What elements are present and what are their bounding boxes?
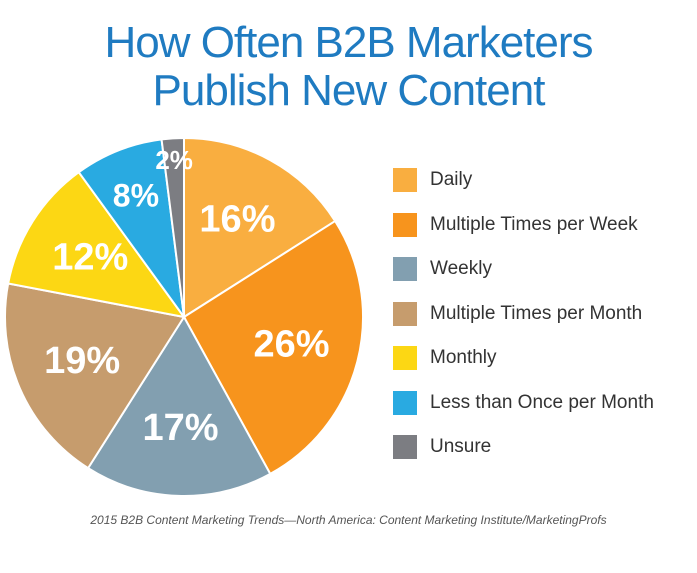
slice-label-multiple-times-per-week: 26% — [253, 324, 329, 366]
pie-chart: 16% 26% 17% 19% 12% 8%2% — [4, 136, 364, 497]
slice-label-weekly: 17% — [142, 407, 218, 449]
legend-item-multiple-times-per-week: Multiple Times per Week — [393, 212, 693, 237]
legend-item-unsure: Unsure — [393, 435, 693, 459]
pie-slice-less-than-once-per-month — [77, 138, 185, 318]
slice-label-multiple-times-per-month: 19% — [44, 340, 120, 382]
pie-slice-weekly — [86, 315, 272, 497]
slice-label-daily: 16% — [199, 199, 275, 241]
legend-label-unsure: Unsure — [430, 436, 492, 457]
legend-swatch-daily — [393, 168, 417, 192]
legend-label-monthly: Monthly — [430, 347, 497, 368]
legend-label-weekly: Weekly — [430, 258, 492, 279]
pie-slice-monthly — [7, 170, 187, 319]
legend-item-weekly: Weekly — [393, 257, 693, 281]
legend-label-multiple-times-per-week: Multiple Times per Week — [430, 213, 638, 235]
legend-label-multiple-times-per-month: Multiple Times per Month — [430, 302, 643, 324]
chart-title-line-1: How Often B2B Marketers — [104, 18, 593, 67]
chart-title-line-2: Publish New Content — [152, 66, 546, 115]
legend-swatch-weekly — [393, 257, 417, 281]
pie-slice-multiple-times-per-week — [182, 219, 364, 476]
legend-item-multiple-times-per-month: Multiple Times per Month — [393, 301, 693, 326]
slice-label-less-than-once-per-month: 8% — [113, 178, 159, 214]
legend-label-daily: Daily — [430, 169, 473, 190]
pie-slice-daily — [183, 136, 337, 319]
slice-label-unsure: 2% — [155, 145, 193, 175]
legend-item-monthly: Monthly — [393, 346, 693, 370]
legend-swatch-monthly — [393, 346, 417, 370]
legend-swatch-multiple-times-per-week — [393, 212, 417, 237]
pie-slice-unsure — [160, 136, 185, 318]
slice-label-monthly: 12% — [52, 237, 128, 279]
pie-slice-multiple-times-per-month — [4, 282, 186, 470]
legend-swatch-multiple-times-per-month — [393, 301, 417, 326]
legend-swatch-less-than-once-per-month — [393, 390, 417, 415]
legend-label-less-than-once-per-month: Less than Once per Month — [430, 391, 654, 413]
legend-item-daily: Daily — [393, 168, 693, 192]
legend-item-less-than-once-per-month: Less than Once per Month — [393, 390, 693, 415]
legend: Daily Multiple Times per Week Weekly Multip… — [393, 168, 693, 480]
source-note: 2015 B2B Content Marketing Trends—North … — [90, 513, 607, 527]
legend-swatch-unsure — [393, 435, 417, 459]
